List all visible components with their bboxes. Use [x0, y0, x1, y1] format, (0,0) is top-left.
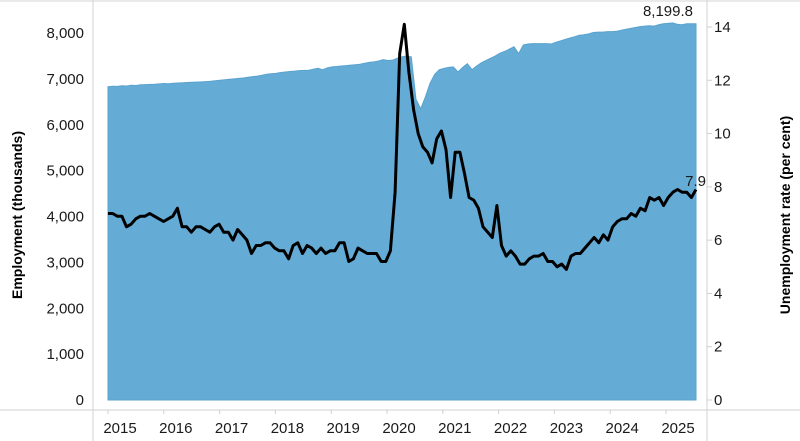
x-tick-label: 2018: [271, 420, 304, 437]
x-tick-label: 2020: [382, 420, 415, 437]
employment-area: [107, 22, 697, 401]
right-tick-label: 0: [714, 392, 722, 409]
right-tick-label: 12: [714, 72, 731, 89]
left-tick-label: 4,000: [46, 209, 84, 226]
unemployment-line: [108, 22, 698, 271]
x-tick-label: 2024: [606, 420, 639, 437]
left-tick-label: 0: [76, 392, 84, 409]
x-tick-label: 2015: [103, 420, 136, 437]
x-tick-label: 2023: [550, 420, 583, 437]
left-axis-ticks: 0 1,000 2,000 3,000 4,000 5,000 6,000 7,000 8,00…: [46, 25, 84, 409]
right-tick-label: 8: [714, 179, 722, 196]
x-tick-label: 2016: [159, 420, 192, 437]
x-tick-label: 2021: [438, 420, 471, 437]
right-axis-title: Unemployment rate (per cent): [777, 116, 793, 314]
right-tick-label: 6: [714, 232, 722, 249]
left-tick-label: 1,000: [46, 346, 84, 363]
x-tick-label: 2025: [661, 420, 694, 437]
x-tick-label: 2022: [494, 420, 527, 437]
x-tick-label: 2017: [215, 420, 248, 437]
right-tick-label: 2: [714, 339, 722, 356]
left-tick-label: 3,000: [46, 254, 84, 271]
right-tick-label: 10: [714, 126, 731, 143]
x-axis-ticks: 2015 2016 2017 2018 2019 2020 2021 2022 2023 2024…: [103, 410, 695, 437]
right-tick-label: 14: [714, 19, 731, 36]
left-tick-label: 2,000: [46, 300, 84, 317]
right-tick-label: 4: [714, 285, 722, 302]
x-tick-label: 2019: [327, 420, 360, 437]
left-tick-label: 6,000: [46, 117, 84, 134]
left-tick-label: 5,000: [46, 163, 84, 180]
left-tick-label: 8,000: [46, 25, 84, 42]
right-axis-ticks: 0 2 4 6 8 10 12 14: [707, 19, 731, 409]
employment-end-label: 8,199.8: [643, 3, 693, 20]
left-tick-label: 7,000: [46, 71, 84, 88]
unemployment-end-label: 7.9: [685, 173, 706, 190]
left-axis-title: Employment (thousands): [9, 131, 25, 299]
